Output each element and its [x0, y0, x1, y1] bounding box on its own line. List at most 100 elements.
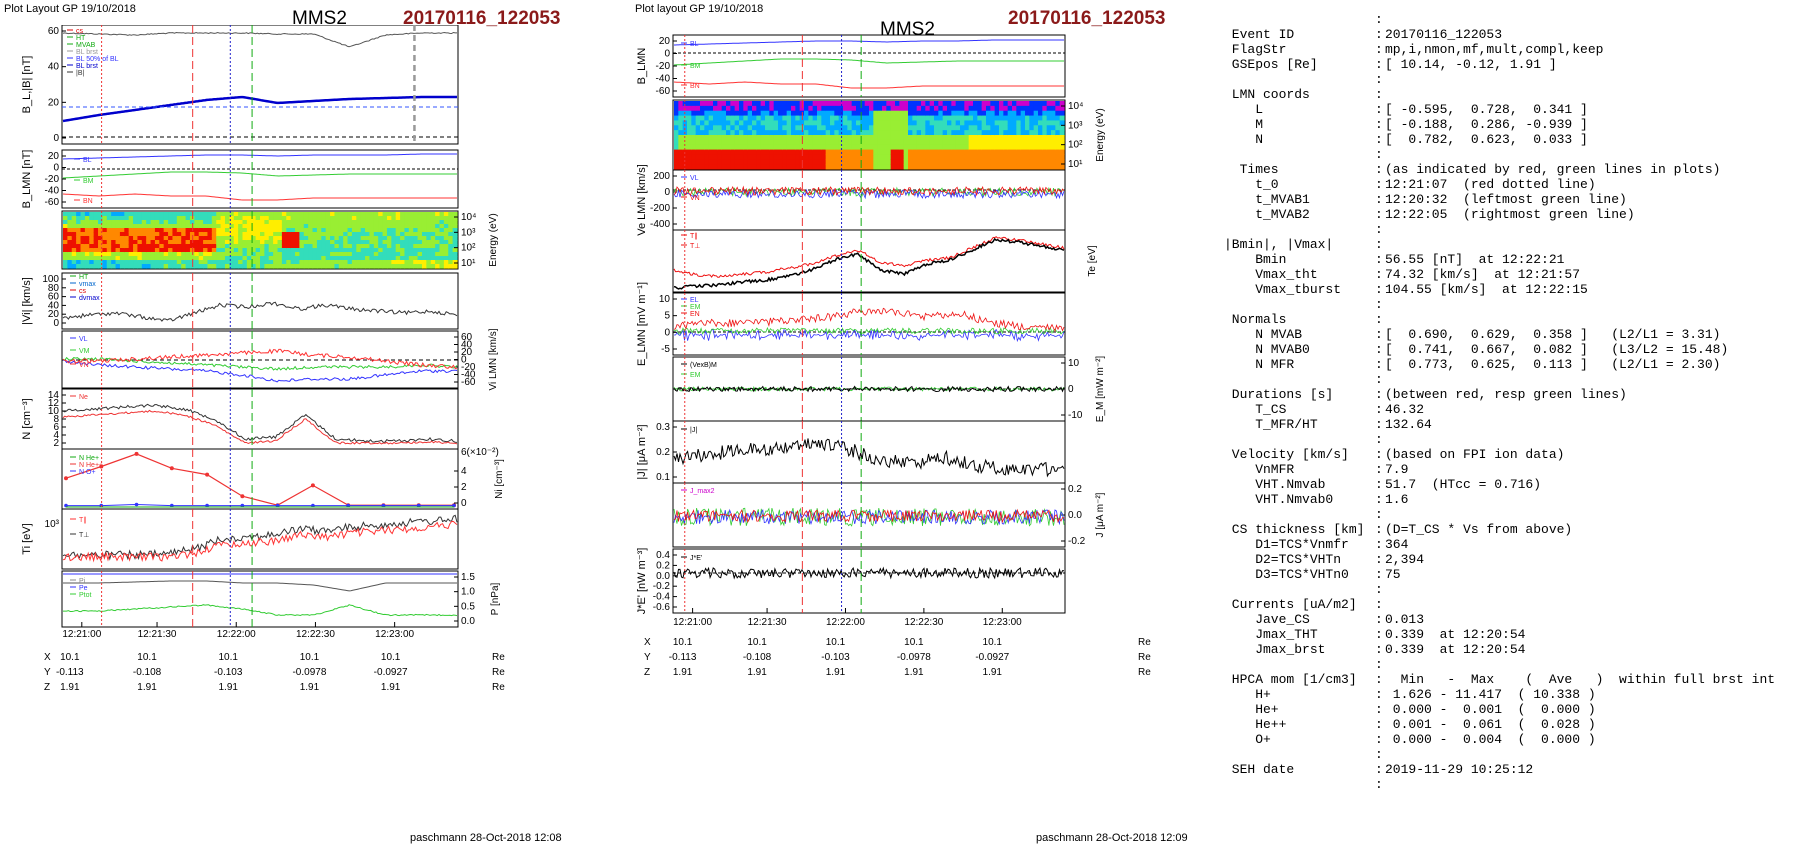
spectrogram-cell: [141, 236, 147, 241]
legend-label: T⊥: [690, 243, 700, 250]
spectrogram-cell: [977, 164, 983, 170]
spectrogram-cell: [726, 105, 731, 112]
legend-label: VN: [79, 362, 89, 369]
spectrogram-cell: [812, 110, 818, 117]
info-row: t_MVAB1:12:20:32 (leftmost green line): [1224, 192, 1794, 207]
info-colon: :: [1375, 192, 1383, 207]
spectrogram-cell: [864, 101, 870, 107]
spectrogram-cell: [999, 105, 1004, 112]
spectrogram-cell: [687, 110, 692, 117]
spectrogram-cell: [687, 120, 692, 126]
spectrogram-cell: [895, 164, 900, 170]
spectrogram-cell: [413, 252, 419, 257]
coord-value: 10.1: [219, 652, 239, 663]
spectrogram-cell: [691, 105, 697, 112]
spectrogram-cell: [890, 101, 896, 107]
spectrogram-cell: [1012, 154, 1017, 160]
spectrogram-cell: [708, 144, 714, 151]
spectrogram-cell: [146, 248, 152, 253]
spectrogram-cell: [795, 159, 801, 165]
spectrogram-cell: [242, 244, 248, 249]
spectrogram-cell: [708, 159, 714, 165]
spectrogram-cell: [968, 120, 974, 126]
spectrogram-cell: [934, 101, 939, 107]
spectrogram-cell: [216, 224, 222, 229]
spectrogram-cell: [268, 224, 274, 229]
spectrogram-cell: [111, 232, 117, 237]
spectrogram-cell: [903, 139, 909, 146]
spectrogram-cell: [786, 144, 792, 151]
spectrogram-cell: [224, 224, 230, 229]
spectrogram-cell: [246, 220, 252, 225]
spectrogram-cell: [903, 130, 909, 136]
spectrogram-cell: [84, 256, 90, 261]
spectrogram-cell: [408, 244, 414, 249]
spectrogram-cell: [67, 212, 73, 217]
spectrogram-cell: [864, 159, 870, 165]
spectrogram-cell: [778, 110, 783, 117]
spectrogram-cell: [700, 105, 705, 112]
spectrogram-cell: [704, 105, 710, 112]
spectrogram-cell: [916, 149, 922, 156]
spectrogram-cell: [404, 248, 410, 253]
spectrogram-cell: [765, 149, 770, 156]
spectrogram-cell: [89, 220, 95, 225]
spectrogram-cell: [856, 164, 861, 170]
spectrogram-cell: [154, 228, 160, 233]
spectrogram-cell: [1020, 159, 1026, 165]
series-Vi-magnitude: [62, 301, 458, 322]
spectrogram-cell: [925, 144, 931, 151]
spectrogram-cell: [373, 252, 379, 257]
series-EL: [673, 307, 1065, 332]
spectrogram-cell: [760, 149, 766, 156]
info-value: [ 0.690, 0.629, 0.358 ] (L2/L1 = 3.31): [1385, 327, 1721, 342]
spectrogram-cell: [1051, 130, 1056, 136]
spectrogram-cell: [825, 110, 831, 117]
spectrogram-cell: [141, 228, 147, 233]
spectrogram-cell: [133, 240, 139, 245]
spectrogram-cell: [713, 101, 718, 107]
info-value: [ 0.773, 0.625, 0.113 ] (L2/L1 = 2.30): [1385, 357, 1721, 372]
spectrogram-cell: [277, 264, 283, 269]
spectrogram-cell: [808, 135, 814, 141]
spectrogram-cell: [246, 244, 252, 249]
info-value: 0.000 - 0.004 ( 0.000 ): [1385, 732, 1596, 747]
spectrogram-cell: [159, 224, 165, 229]
legend-label: EM: [690, 372, 701, 379]
spectrogram-cell: [189, 256, 195, 261]
spectrogram-cell: [977, 135, 983, 141]
spectrogram-cell: [168, 264, 174, 269]
spectrogram-cell: [141, 244, 147, 249]
spectrogram-cell: [172, 220, 178, 225]
spectrogram-cell: [726, 110, 731, 117]
spectrogram-cell: [176, 216, 182, 221]
spectrogram-cell: [84, 212, 90, 217]
spectrogram-cell: [316, 252, 322, 257]
legend-label: |J|: [690, 427, 697, 434]
spectrogram-cell: [198, 220, 204, 225]
spectrogram-cell: [687, 164, 692, 170]
spectrogram-cell: [198, 232, 204, 237]
spectrogram-cell: [98, 244, 103, 249]
spectrogram-cell: [408, 248, 414, 253]
spectrogram-cell: [860, 139, 866, 146]
spectrogram-cell: [198, 228, 204, 233]
spectrogram-cell: [343, 264, 349, 269]
spectrogram-cell: [233, 224, 239, 229]
spectrogram-cell: [773, 135, 779, 141]
spectrogram-cell: [211, 212, 217, 217]
spectrogram-cell: [264, 228, 270, 233]
spectrogram-cell: [960, 110, 965, 117]
spectrogram-cell: [417, 260, 423, 265]
tick-label: 0.0: [1068, 510, 1082, 521]
spectrogram-cell: [238, 224, 244, 229]
spectrogram-cell: [163, 224, 169, 229]
series-BN: [62, 193, 457, 201]
spectrogram-cell: [760, 130, 766, 136]
spectrogram-cell: [295, 236, 300, 241]
spectrogram-cell: [408, 232, 414, 237]
spectrogram-cell: [786, 105, 792, 112]
spectrogram-cell: [721, 164, 727, 170]
info-key: SEH date: [1224, 762, 1295, 777]
spectrogram-cell: [739, 144, 744, 151]
